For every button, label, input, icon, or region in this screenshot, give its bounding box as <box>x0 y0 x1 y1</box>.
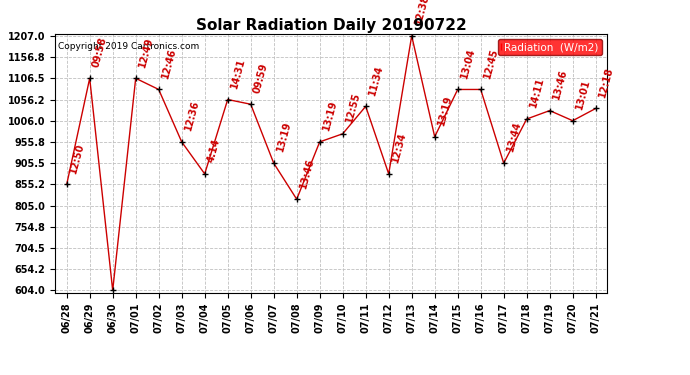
Text: 13:46: 13:46 <box>298 156 315 189</box>
Text: 12:55: 12:55 <box>344 91 362 124</box>
Text: Copyright 2019 Cartronics.com: Copyright 2019 Cartronics.com <box>58 42 199 51</box>
Text: 09:58: 09:58 <box>91 36 108 68</box>
Text: 13:46: 13:46 <box>551 68 569 100</box>
Text: 12:46: 12:46 <box>160 47 177 79</box>
Text: 11:34: 11:34 <box>367 64 384 96</box>
Text: 13:44: 13:44 <box>505 120 522 153</box>
Text: 12:50: 12:50 <box>68 142 86 174</box>
Text: 12:34: 12:34 <box>390 131 408 164</box>
Text: 13:19: 13:19 <box>436 94 453 126</box>
Text: 12:38: 12:38 <box>413 0 431 26</box>
Text: 13:19: 13:19 <box>275 120 293 153</box>
Text: 14:11: 14:11 <box>528 76 546 109</box>
Text: 12:36: 12:36 <box>183 99 201 132</box>
Text: 12:49: 12:49 <box>137 36 155 68</box>
Text: 12:18: 12:18 <box>597 66 615 98</box>
Text: 4:14: 4:14 <box>206 138 221 164</box>
Legend: Radiation  (W/m2): Radiation (W/m2) <box>498 39 602 55</box>
Text: 12:45: 12:45 <box>482 47 500 79</box>
Text: 13:19: 13:19 <box>321 99 339 132</box>
Title: Solar Radiation Daily 20190722: Solar Radiation Daily 20190722 <box>196 18 466 33</box>
Text: 13:01: 13:01 <box>574 78 591 111</box>
Text: 13:04: 13:04 <box>459 47 477 79</box>
Text: 09:59: 09:59 <box>252 62 270 94</box>
Text: 14:31: 14:31 <box>229 57 246 89</box>
